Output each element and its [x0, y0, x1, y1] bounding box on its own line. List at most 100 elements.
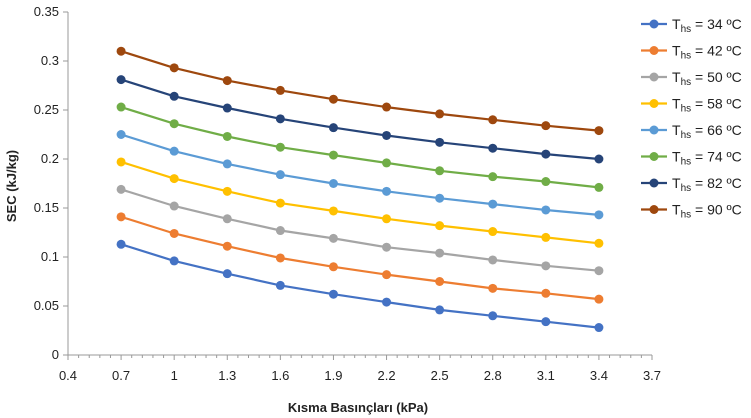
- legend-label-main: T: [672, 149, 681, 165]
- axes: 0 0.05 0.1 0.15 0.2 0.25 0.3 0.35 0.4 0.7 1 1.3 1.6 1…: [34, 4, 661, 383]
- data-point: [275, 198, 285, 208]
- legend-label-value: = 58 ºC: [691, 96, 742, 112]
- legend-item-2: Ths = 50 ºC: [641, 69, 742, 88]
- legend-label-subscript: hs: [681, 157, 692, 168]
- legend-label-subscript: hs: [681, 183, 692, 194]
- data-point: [594, 154, 604, 164]
- data-point: [116, 184, 126, 194]
- data-point: [328, 123, 338, 133]
- x-tick-label: 1: [171, 368, 178, 383]
- data-point: [435, 193, 445, 203]
- data-point: [594, 182, 604, 192]
- data-point: [275, 280, 285, 290]
- data-point: [169, 256, 179, 266]
- data-point: [382, 102, 392, 112]
- series-line: [120, 50, 600, 132]
- legend-item-1: Ths = 42 ºC: [641, 43, 742, 62]
- legend-marker: [649, 152, 659, 161]
- data-point: [382, 297, 392, 307]
- legend-marker: [649, 46, 659, 55]
- y-tick-label: 0.2: [41, 151, 59, 166]
- data-point: [488, 115, 498, 125]
- data-point: [541, 121, 551, 131]
- legend-label-value: = 74 ºC: [691, 149, 742, 165]
- legend-label-subscript: hs: [681, 210, 692, 221]
- data-point: [328, 289, 338, 299]
- legend-item-5: Ths = 74 ºC: [641, 149, 742, 168]
- legend-label-main: T: [672, 43, 681, 59]
- data-point: [594, 266, 604, 276]
- series-line: [120, 160, 600, 245]
- data-point: [275, 114, 285, 124]
- data-point: [116, 212, 126, 222]
- data-point: [594, 126, 604, 136]
- data-point: [222, 241, 232, 251]
- data-point: [594, 294, 604, 304]
- data-point: [435, 137, 445, 147]
- y-axis-title: SEC (kJ/kg): [4, 150, 19, 222]
- x-axis-title: Kısma Basınçları (kPa): [288, 400, 428, 415]
- data-point: [488, 255, 498, 265]
- legend-label-value: = 82 ºC: [691, 175, 742, 191]
- data-point: [275, 170, 285, 180]
- series-6: [116, 75, 604, 164]
- legend-label-main: T: [672, 175, 681, 191]
- data-point: [169, 201, 179, 211]
- legend-label-value: = 42 ºC: [691, 43, 742, 59]
- x-tick-label: 3.4: [590, 368, 608, 383]
- series-line: [120, 215, 600, 301]
- data-point: [541, 261, 551, 271]
- legend-marker: [649, 99, 659, 108]
- data-point: [328, 262, 338, 272]
- y-tick-label: 0.35: [34, 4, 59, 19]
- legend-label: Ths = 82 ºC: [672, 175, 742, 194]
- y-tick-label: 0.05: [34, 298, 59, 313]
- data-point: [435, 166, 445, 176]
- series-line: [120, 106, 600, 189]
- data-point: [116, 157, 126, 167]
- legend-label-value: = 66 ºC: [691, 122, 742, 138]
- data-point: [541, 232, 551, 242]
- data-point: [116, 46, 126, 56]
- data-point: [275, 85, 285, 95]
- data-point: [541, 317, 551, 327]
- y-tick-label: 0.15: [34, 200, 59, 215]
- data-point: [541, 288, 551, 298]
- legend-label-subscript: hs: [681, 24, 692, 35]
- data-point: [116, 130, 126, 139]
- legend-label: Ths = 58 ºC: [672, 96, 742, 115]
- data-point: [328, 150, 338, 160]
- data-point: [328, 94, 338, 104]
- data-point: [222, 76, 232, 86]
- legend-label: Ths = 42 ºC: [672, 43, 742, 62]
- x-tick-label: 0.7: [112, 368, 130, 383]
- legend-label-subscript: hs: [681, 130, 692, 141]
- legend-label-value: = 50 ºC: [691, 69, 742, 85]
- legend-label-main: T: [672, 122, 681, 138]
- legend-item-3: Ths = 58 ºC: [641, 96, 742, 115]
- legend-label: Ths = 34 ºC: [672, 16, 742, 35]
- data-point: [328, 233, 338, 243]
- y-tick-label: 0.3: [41, 53, 59, 68]
- data-point: [435, 277, 445, 286]
- series-4: [116, 130, 604, 220]
- data-point: [435, 221, 445, 231]
- data-point: [169, 174, 179, 184]
- data-point: [275, 253, 285, 263]
- series-line: [120, 133, 600, 216]
- data-point: [169, 146, 179, 156]
- data-point: [488, 199, 498, 209]
- series-layer: [116, 46, 604, 333]
- series-line: [120, 188, 600, 272]
- legend-label: Ths = 90 ºC: [672, 202, 742, 221]
- legend-marker: [649, 72, 659, 82]
- legend-marker: [649, 178, 659, 188]
- data-point: [435, 109, 445, 119]
- data-point: [488, 227, 498, 237]
- data-point: [222, 131, 232, 141]
- x-tick-label: 1.9: [324, 368, 342, 383]
- data-point: [488, 311, 498, 321]
- data-point: [382, 242, 392, 252]
